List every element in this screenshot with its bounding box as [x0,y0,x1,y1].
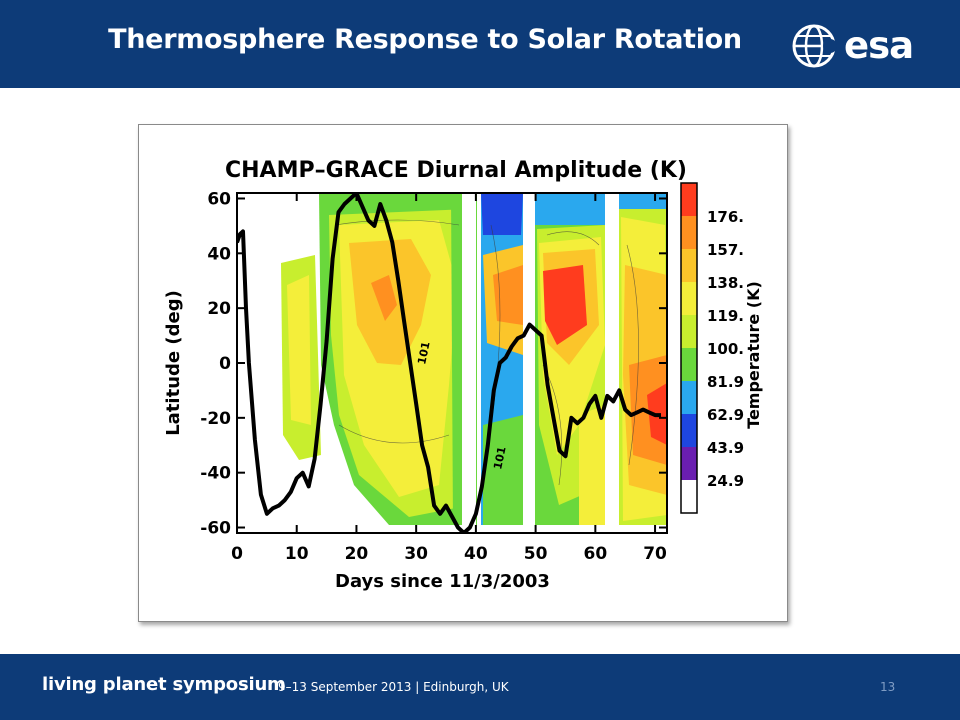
x-axis-label: Days since 11/3/2003 [335,571,550,592]
colorbar-label: Temperature (K) [744,281,763,429]
colorbar-tick-label: 24.9 [707,472,744,490]
x-tick-label: 0 [231,544,243,564]
colorbar: 176. 157. 138. 119. 100. 81.9 62.9 43.9 24.9 [680,182,744,514]
colorbar-segment [681,414,697,448]
x-tick-label: 60 [583,544,607,564]
data-gap [462,193,476,533]
x-tick-label: 30 [404,544,428,564]
colorbar-segment [681,480,697,514]
heatmap-region [493,265,523,325]
y-axis-label: Latitude (deg) [163,290,184,436]
y-axis: 60 40 20 0 -20 -40 -60 [200,189,667,539]
y-tick-label: -40 [200,464,231,484]
y-tick-label: 20 [207,299,231,319]
contour-label: 101 [491,445,508,470]
data-gap [605,193,619,533]
colorbar-segment [681,216,697,250]
x-tick-label: 40 [464,544,488,564]
colorbar-tick-label: 138. [707,274,744,292]
slide-title: Thermosphere Response to Solar Rotation [108,24,742,55]
heatmap-region [483,415,523,525]
heatmap-region [481,193,523,235]
diurnal-amplitude-chart: CHAMP–GRACE Diurnal Amplitude (K) [163,158,763,592]
colorbar-segment [681,282,697,316]
footer-event-details: 9–13 September 2013 | Edinburgh, UK [278,680,509,694]
colorbar-tick-label: 157. [707,241,744,259]
colorbar-border [680,182,698,514]
y-tick-label: -60 [200,519,231,539]
heatmap-region [619,193,667,209]
footer-event-name: living planet symposium [42,674,286,695]
x-tick-label: 10 [285,544,309,564]
y-tick-label: 40 [207,244,231,264]
x-axis: 0 10 20 30 40 50 60 70 [231,193,667,564]
series-line [237,193,661,533]
data-gap [523,193,535,533]
page-number: 13 [880,680,896,694]
x-tick-label: 50 [524,544,548,564]
colorbar-segment [681,447,697,481]
x-tick-label: 20 [345,544,369,564]
colorbar-tick-label: 62.9 [707,406,744,424]
heatmap-region [579,405,605,525]
esa-globe-icon [792,24,837,68]
x-tick-label: 70 [643,544,667,564]
y-tick-label: 0 [219,354,231,374]
colorbar-segment [681,348,697,382]
heatmap-region [371,275,397,321]
colorbar-tick-label: 43.9 [707,439,744,457]
colorbar-tick-label: 81.9 [707,373,744,391]
slide-header: Thermosphere Response to Solar Rotation … [0,0,960,88]
heatmap-contours [281,193,667,533]
heatmap-region [287,275,311,425]
colorbar-segment [681,249,697,283]
esa-logo-text: esa [844,24,914,67]
colorbar-segment [681,183,697,217]
y-tick-label: -20 [200,409,231,429]
y-tick-label: 60 [207,189,231,209]
colorbar-tick-label: 176. [707,208,744,226]
heatmap-region [535,193,607,225]
colorbar-segment [681,315,697,349]
chart-frame: CHAMP–GRACE Diurnal Amplitude (K) [138,124,788,622]
contour-label: 101 [415,340,432,365]
colorbar-segment [681,381,697,415]
heatmap-region [543,265,587,345]
slide-footer: living planet symposium 9–13 September 2… [0,654,960,720]
colorbar-tick-label: 119. [707,307,744,325]
chart-title: CHAMP–GRACE Diurnal Amplitude (K) [225,158,687,183]
esa-logo: esa [792,18,932,74]
colorbar-tick-label: 100. [707,340,744,358]
